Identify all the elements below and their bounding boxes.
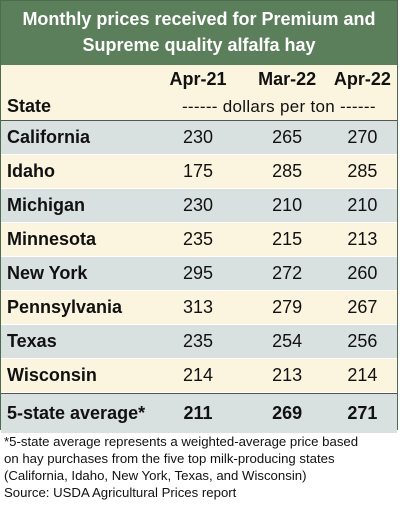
table-row: Texas 235 254 256 xyxy=(1,325,397,359)
price-cell: 295 xyxy=(183,263,214,283)
average-value-apr-21: 211 xyxy=(183,403,213,423)
table-row: Pennsylvania 313 279 267 xyxy=(1,291,397,325)
price-cell: 214 xyxy=(347,365,378,385)
price-cell: 285 xyxy=(347,161,378,181)
price-cell: 254 xyxy=(272,331,303,351)
footnote-block: *5-state average represents a weighted-a… xyxy=(4,433,396,501)
column-header-row: Apr-21 Mar-22 Apr-22 xyxy=(1,65,397,93)
column-header-apr-22: Apr-22 xyxy=(333,68,391,89)
price-table-card: Monthly prices received for Premium and … xyxy=(0,0,398,433)
footnote-line-3: (California, Idaho, New York, Texas, and… xyxy=(4,468,307,483)
table-title-line-2: Supreme quality alfalfa hay xyxy=(82,35,316,55)
price-cell: 235 xyxy=(183,331,214,351)
price-cell: 270 xyxy=(347,127,378,147)
price-cell: 210 xyxy=(347,195,378,215)
state-name-cell: California xyxy=(7,127,91,147)
price-cell: 175 xyxy=(183,161,214,181)
price-cell: 213 xyxy=(347,229,378,249)
price-cell: 210 xyxy=(272,195,303,215)
table-body: California 230 265 270 Idaho 175 285 285 Michiga… xyxy=(1,121,397,393)
state-name-cell: Idaho xyxy=(7,161,55,181)
footnote-line-1: *5-state average represents a weighted-a… xyxy=(4,434,359,449)
price-cell: 230 xyxy=(183,127,214,147)
price-cell: 256 xyxy=(347,331,378,351)
table-row: Michigan 230 210 210 xyxy=(1,189,397,223)
price-cell: 313 xyxy=(183,297,214,317)
price-cell: 272 xyxy=(272,263,303,283)
price-cell: 285 xyxy=(272,161,303,181)
units-row: State ------ dollars per ton ------ xyxy=(1,93,397,121)
state-name-cell: Wisconsin xyxy=(7,365,97,385)
state-name-cell: Michigan xyxy=(7,195,86,215)
state-name-cell: Minnesota xyxy=(7,229,97,249)
price-cell: 267 xyxy=(347,297,378,317)
table-title-line-1: Monthly prices received for Premium and xyxy=(22,9,376,29)
price-cell: 235 xyxy=(183,229,214,249)
price-cell: 215 xyxy=(272,229,303,249)
state-name-cell: Texas xyxy=(7,331,57,351)
average-value-mar-22: 269 xyxy=(272,403,303,423)
price-cell: 260 xyxy=(347,263,378,283)
table-row: Wisconsin 214 213 214 xyxy=(1,359,397,393)
footnote-line-2: on hay purchases from the five top milk-… xyxy=(4,451,335,466)
table-title: Monthly prices received for Premium and … xyxy=(1,1,397,65)
price-cell: 265 xyxy=(272,127,303,147)
table-row: Idaho 175 285 285 xyxy=(1,155,397,189)
table-row: Minnesota 235 215 213 xyxy=(1,223,397,257)
table-row: New York 295 272 260 xyxy=(1,257,397,291)
average-value-apr-22: 271 xyxy=(347,403,378,423)
state-name-cell: Pennsylvania xyxy=(7,297,123,317)
table-row: California 230 265 270 xyxy=(1,121,397,155)
units-label: ------ dollars per ton ------ xyxy=(181,96,376,116)
price-cell: 279 xyxy=(272,297,303,317)
average-row: 5-state average* 211 269 271 xyxy=(1,393,397,433)
source-line: Source: USDA Agricultural Prices report xyxy=(4,485,237,500)
price-cell: 213 xyxy=(272,365,303,385)
average-label: 5-state average* xyxy=(7,403,146,423)
price-cell: 214 xyxy=(183,365,214,385)
state-name-cell: New York xyxy=(7,263,88,283)
column-header-mar-22: Mar-22 xyxy=(258,68,317,89)
price-cell: 230 xyxy=(183,195,214,215)
column-header-apr-21: Apr-21 xyxy=(169,68,227,89)
state-column-label: State xyxy=(7,96,52,116)
